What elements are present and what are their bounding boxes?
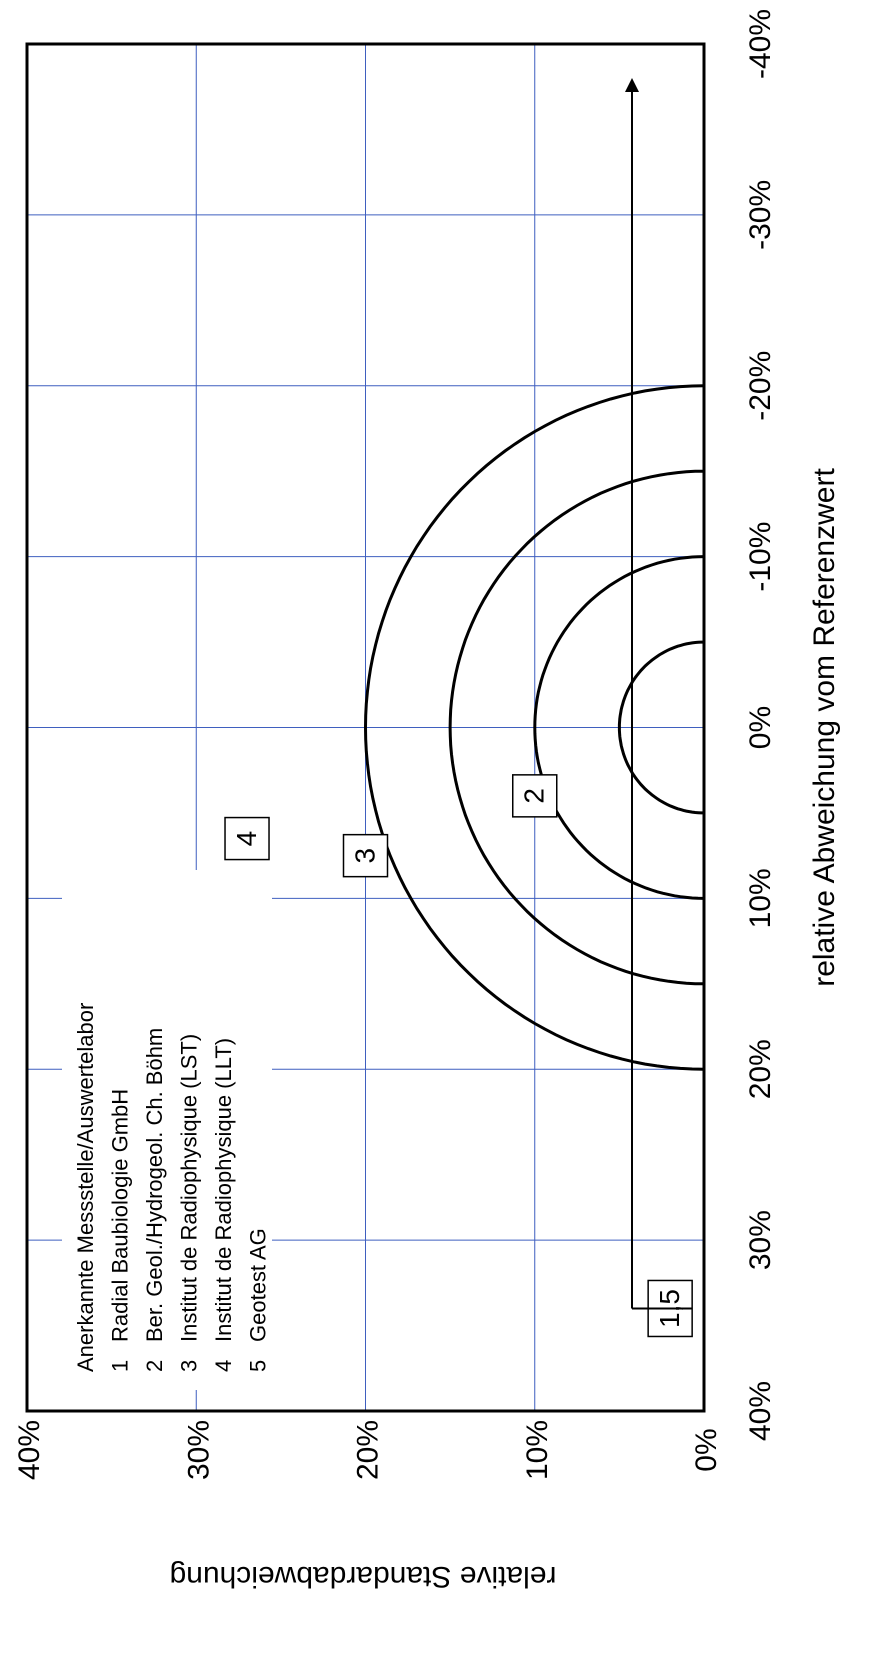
plot-frame [25, 42, 706, 1413]
y-tick-label: 0% [690, 1428, 723, 1471]
x-tick-label: -40% [744, 9, 777, 79]
tick-labels: -40% -30% -20% -10% 0% 10% 20% 30% 40% 0% 10% 20% 30… [13, 9, 777, 1480]
legend-item-name: Institut de Radiophysique (LST) [177, 1034, 202, 1342]
reference-circle [363, 384, 705, 1071]
legend-item-name: Geotest AG [246, 1228, 271, 1342]
axis-titles: relative Abweichung vom Referenzwert rela… [170, 468, 841, 1593]
legend-item-name: Institut de Radiophysique (LLT) [211, 1038, 236, 1342]
point-marker-box [512, 774, 558, 818]
reference-circle [448, 469, 705, 986]
legend-item-number: 2 [142, 1360, 167, 1372]
x-tick-label: 40% [744, 1381, 777, 1441]
y-tick-label: 40% [13, 1420, 46, 1480]
reference-circle [617, 640, 704, 815]
y-tick-label: 20% [352, 1420, 385, 1480]
x-axis-title: relative Abweichung vom Referenzwert [808, 468, 841, 987]
reference-circle [533, 555, 705, 900]
legend-item-name: Ber. Geol./Hydrogeol. Ch. Böhm [142, 1028, 167, 1342]
point-label: 2 [519, 788, 550, 804]
x-tick-label: -30% [744, 180, 777, 250]
legend-item-name: Radial Baubiologie GmbH [108, 1089, 133, 1342]
y-tick-label: 10% [521, 1420, 554, 1480]
point-marker-box [342, 833, 389, 878]
reference-circles [363, 384, 705, 1071]
x-tick-label: 30% [744, 1210, 777, 1270]
legend-item-number: 4 [211, 1360, 236, 1372]
legend: Anerkannte Messstelle/Auswertelabor 1 Radi… [73, 1003, 271, 1372]
x-tick-label: 20% [744, 1039, 777, 1099]
x-tick-label: 0% [744, 706, 777, 749]
point-marker-box [224, 816, 270, 861]
point-label: 4 [231, 831, 262, 847]
point-label: 3 [350, 848, 381, 864]
legend-title: Anerkannte Messstelle/Auswertelabor [73, 1003, 98, 1372]
x-tick-label: -10% [744, 522, 777, 592]
arrow-head [625, 78, 639, 92]
legend-background [62, 870, 272, 1390]
legend-item-number: 3 [177, 1360, 202, 1372]
legend-item-number: 5 [246, 1360, 271, 1372]
y-axis-title: relative Standardabweichung [170, 1560, 557, 1593]
x-tick-label: -20% [744, 351, 777, 421]
legend-item-number: 1 [108, 1360, 133, 1372]
x-tick-label: 10% [744, 868, 777, 928]
y-tick-label: 30% [182, 1420, 215, 1480]
